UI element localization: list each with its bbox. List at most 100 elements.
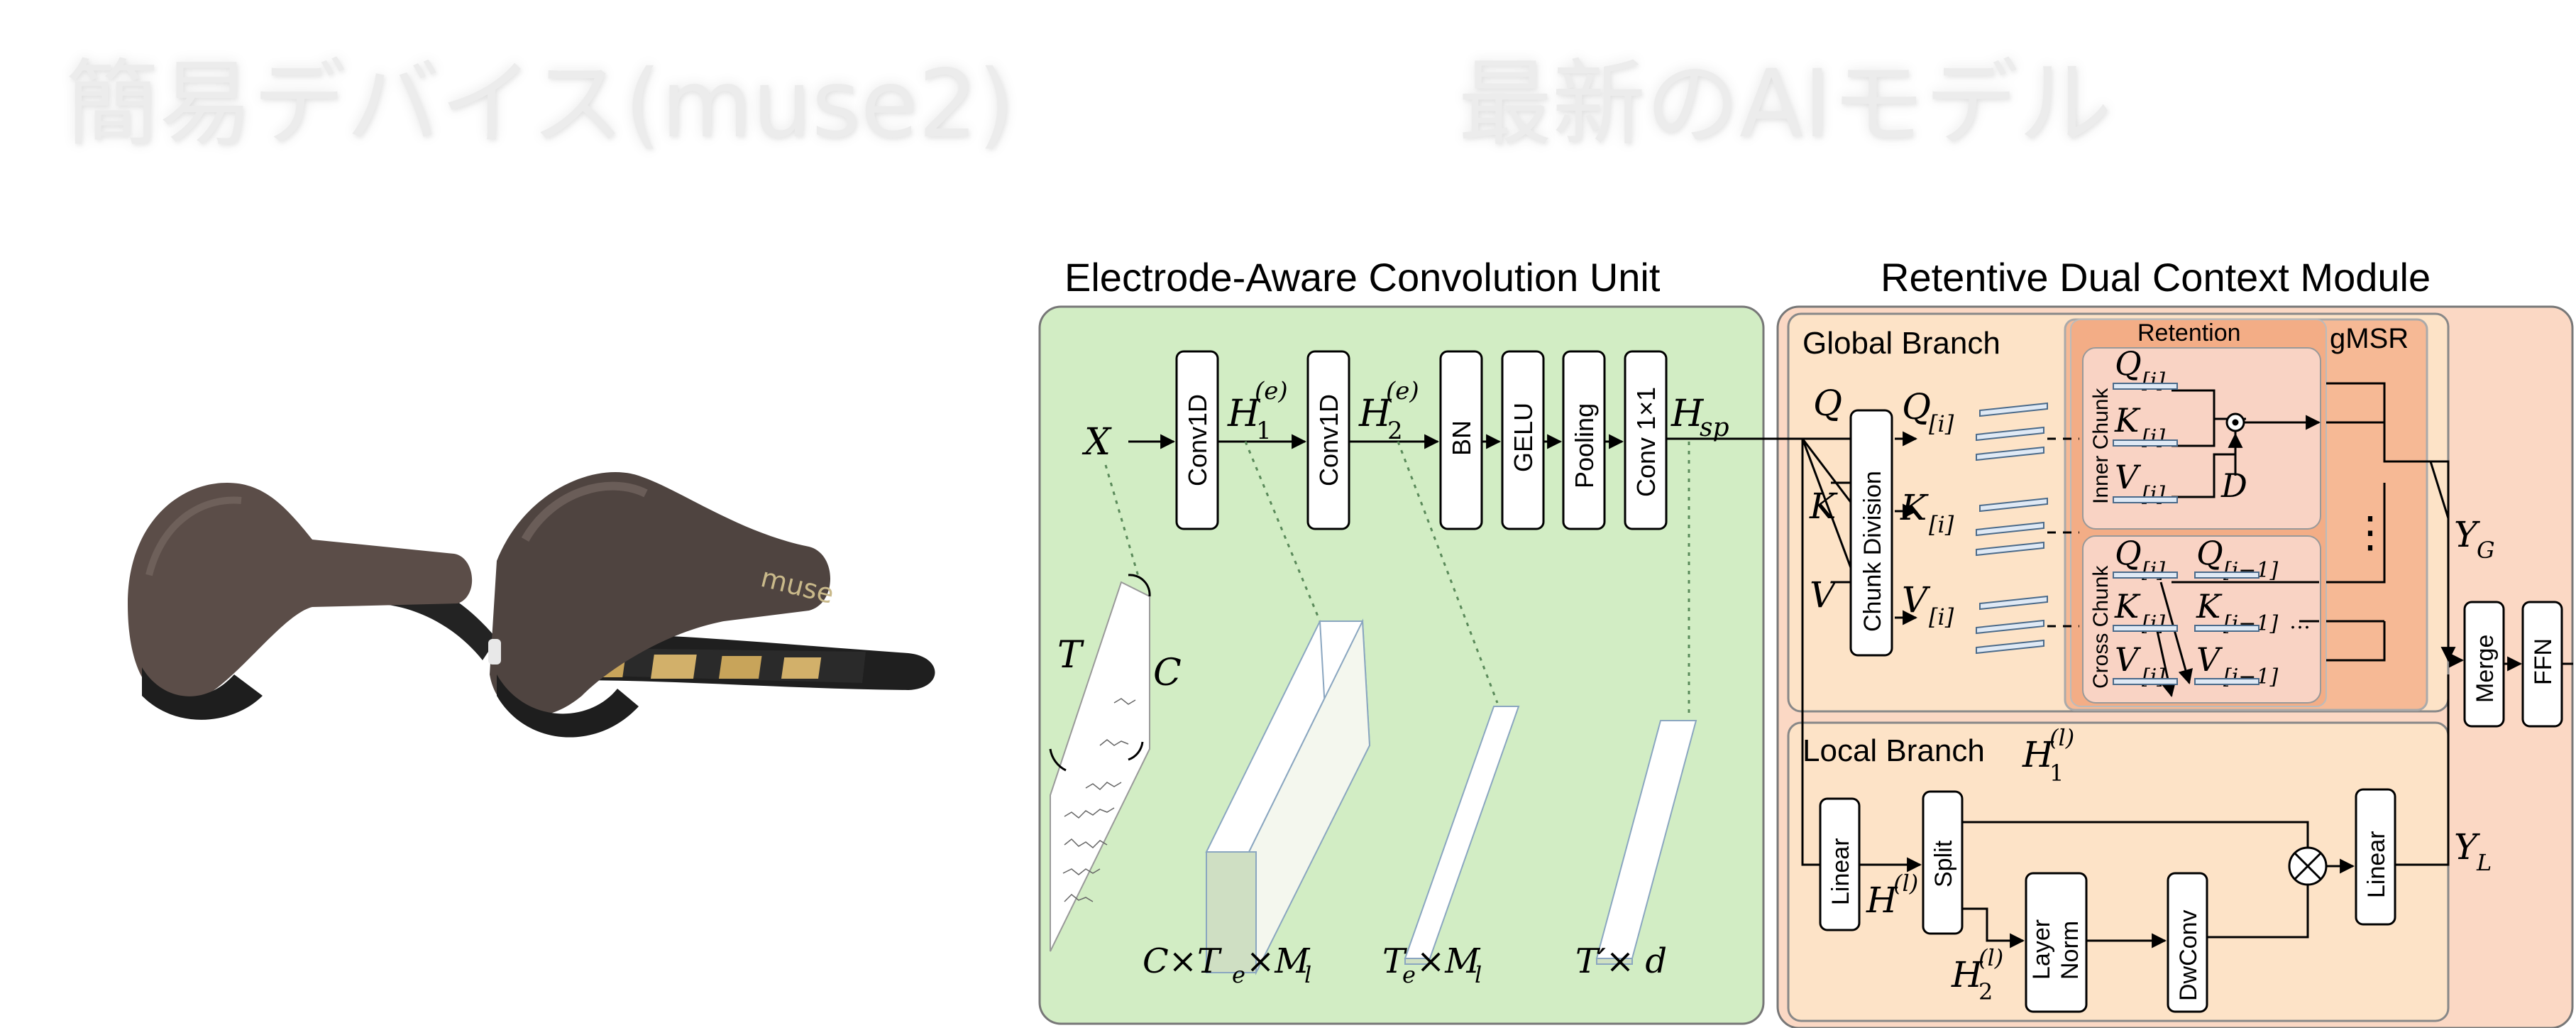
pooling-block	[1562, 350, 1606, 530]
chunk-division-label: Chunk Division	[1859, 471, 1886, 632]
shape3-main: T′× d	[1575, 941, 1667, 981]
cross-chunk-bars	[2113, 383, 2259, 685]
label-h2e: H	[1358, 393, 1392, 435]
conv1d-label-a: Conv1D	[1183, 394, 1212, 486]
label-yl: Y	[2454, 826, 2480, 868]
heading-device: 簡易デバイス(muse2)	[65, 50, 1015, 159]
dwconv-block	[2167, 872, 2208, 1013]
conv1x1-label: Conv 1×1	[1631, 387, 1661, 497]
tensor-c-te-ml	[1205, 618, 1371, 975]
retention-label: Retention	[2137, 319, 2241, 346]
conv1d-label-b: Conv1D	[1314, 394, 1343, 486]
label-hl2-sup: (l)	[1978, 944, 2003, 971]
conv1x1-block	[1624, 350, 1668, 530]
local-branch-label: Local Branch	[1802, 733, 1985, 768]
rdcm-title: Retentive Dual Context Module	[1881, 255, 2431, 300]
inner-d: D	[2220, 466, 2247, 505]
label-qi: Q	[1902, 386, 1931, 427]
left-ear-pod	[128, 483, 473, 720]
cross-chunk-label: Cross Chunk	[2089, 565, 2113, 689]
dwconv-label: DwConv	[2175, 910, 2202, 1001]
label-q: Q	[1813, 383, 1842, 424]
global-branch-label: Global Branch	[1802, 326, 2000, 361]
shape2-sub-e: e	[1402, 961, 1416, 988]
eacu-flow-arrows	[1128, 434, 1792, 449]
pooling-label: Pooling	[1570, 403, 1599, 488]
right-ear-pod: muse	[488, 472, 837, 738]
gmsr-dots: ⋮	[2349, 508, 2391, 556]
inner-chunk-panel	[2082, 347, 2321, 530]
shape2-m: ×M	[1416, 941, 1481, 981]
label-h1e-sup: (e)	[1255, 377, 1288, 405]
label-t: T	[1057, 634, 1084, 677]
label-x: X	[1081, 421, 1112, 464]
cross-chunk-math: Q [i] K [i] V [i] Q [i−1] K [i−1] … V [i…	[2114, 534, 2311, 689]
cross-q-idx: [i]	[2142, 558, 2165, 583]
label-ki-idx: [i]	[1929, 511, 1954, 538]
label-hl1-sub: 1	[2049, 760, 2064, 787]
label-yl-sub: L	[2476, 849, 2492, 876]
inner-chunk-label: Inner Chunk	[2089, 388, 2113, 504]
linear-in-label: Linear	[1827, 838, 1854, 905]
inner-chunk-wiring	[2172, 389, 2321, 498]
v-chunk-stack	[1976, 595, 2048, 655]
label-k: K	[1809, 486, 1838, 527]
bn-block	[1439, 350, 1483, 530]
label-h1e: H	[1227, 393, 1261, 435]
layer-norm-block	[2025, 872, 2088, 1013]
label-vi: V	[1902, 579, 1931, 620]
cross-v-prev: V	[2196, 640, 2223, 679]
inner-q: Q	[2115, 344, 2142, 383]
label-yg: Y	[2454, 514, 2480, 555]
tensor-t-d	[1595, 720, 1697, 965]
gelu-block	[1501, 350, 1545, 530]
shape2-main: T	[1382, 941, 1407, 981]
label-qi-idx: [i]	[1929, 410, 1954, 437]
chunk-dash-links	[2047, 437, 2079, 628]
gelu-label: GELU	[1509, 403, 1538, 472]
label-h2e-sup: (e)	[1386, 377, 1419, 405]
cross-k-prev: K	[2196, 587, 2223, 625]
shape2-sub-l: l	[1475, 961, 1482, 988]
shape1-sub-l: l	[1304, 961, 1311, 988]
tensor-te-ml	[1404, 706, 1520, 965]
inner-v: V	[2115, 458, 2142, 496]
linear-out-block	[2355, 788, 2396, 926]
cross-v: V	[2115, 640, 2142, 679]
ffn-label: FFN	[2530, 638, 2557, 685]
gmsr-label: gMSR	[2330, 323, 2409, 354]
linear-out-label: Linear	[2363, 831, 2390, 898]
shape1-main: C×T	[1143, 941, 1222, 981]
local-math-labels: H 1 (l) H (l) H 2 (l) Y G Y L	[1866, 514, 2495, 1005]
global-math-labels: Q K V Q [i] K [i] V [i]	[1809, 383, 1954, 630]
cross-chunk-wiring	[2154, 581, 2319, 698]
cross-q: Q	[2115, 534, 2142, 572]
cross-v-idx: [i]	[2142, 665, 2165, 689]
label-hl-sup: (l)	[1893, 870, 1918, 897]
chunk-division-block	[1849, 409, 1893, 657]
heading-ai-model: 最新のAIモデル	[1458, 50, 2113, 159]
label-hl1: H	[2022, 734, 2054, 775]
architecture-diagram: Electrode-Aware Convolution Unit Retenti…	[1038, 255, 2574, 1028]
shape1-sub-e: e	[1232, 961, 1245, 988]
label-h2e-sub: 2	[1387, 417, 1403, 445]
tensor-shape-labels: C×T e ×M l T e ×M l T′× d	[1143, 941, 1667, 988]
cross-q-prev-idx: [i−1]	[2223, 558, 2279, 583]
label-c: C	[1153, 652, 1182, 694]
q-chunk-stack	[1976, 402, 2048, 461]
label-hsp-sub: sp	[1700, 413, 1729, 442]
multiply-node	[2288, 846, 2328, 886]
muse-headset-image: muse	[128, 472, 935, 738]
label-h1e-sub: 1	[1256, 417, 1272, 445]
conv1d-block-a	[1175, 350, 1219, 530]
label-hsp: H	[1670, 393, 1705, 435]
cross-k: K	[2114, 587, 2141, 625]
label-hl: H	[1866, 880, 1898, 921]
label-vi-idx: [i]	[1929, 603, 1954, 630]
projection-lines	[1104, 441, 1690, 717]
k-chunk-stack	[1976, 497, 2048, 557]
bn-label: BN	[1447, 420, 1476, 456]
eacu-blocks: Conv1D Conv1D BN GELU Pooling Conv 1×1	[1175, 350, 1668, 530]
eeg-input-sheet	[1049, 574, 1151, 952]
conv1d-block-b	[1306, 350, 1350, 530]
